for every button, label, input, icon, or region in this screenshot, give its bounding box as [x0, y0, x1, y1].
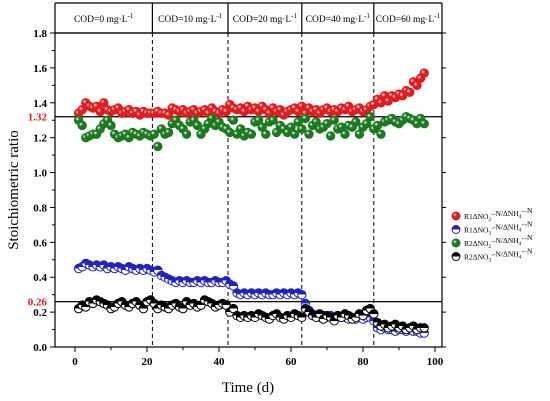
data-point — [106, 120, 116, 131]
x-tick-label: 100 — [427, 356, 444, 368]
data-point — [325, 131, 336, 141]
data-point — [419, 68, 429, 78]
data-point — [181, 129, 192, 139]
x-tick-label: 20 — [142, 356, 154, 368]
y-tick-label: 0.0 — [33, 342, 47, 354]
y-axis-title: Stoichiometric ratio — [6, 130, 22, 250]
y-tick-label: 1.6 — [33, 63, 47, 75]
data-point — [369, 309, 379, 319]
y-tick-label: 0.6 — [33, 237, 47, 249]
data-point — [153, 141, 163, 152]
phase-label: COD=20 mg·L-1 — [233, 12, 298, 25]
phase-label: COD=0 mg·L-1 — [74, 12, 134, 25]
data-point — [149, 129, 159, 139]
phase-label: COD=10 mg·L-1 — [158, 12, 223, 25]
y-tick-label: 1.2 — [33, 133, 47, 145]
legend: R1ΔNO2--N/ΔNH4+-NR1ΔNO3--N/ΔNH4+-NR2ΔNO2… — [451, 206, 533, 264]
data-point — [228, 115, 239, 125]
data-point — [289, 129, 300, 139]
y-tick-label: 1.4 — [33, 98, 47, 110]
data-point — [376, 129, 386, 139]
data-point — [163, 127, 174, 138]
data-point — [297, 289, 307, 300]
series-group — [73, 68, 429, 120]
x-tick-label: 0 — [72, 356, 78, 368]
reference-line-label: 1.32 — [28, 112, 48, 124]
legend-label: R2ΔNO3--N/ΔNH4+-N — [464, 247, 533, 264]
data-point — [329, 115, 339, 125]
legend-label: R2ΔNO2--N/ΔNH4+-N — [464, 233, 533, 250]
y-tick-label: 1.0 — [33, 168, 47, 180]
data-point — [351, 117, 361, 127]
data-point — [268, 115, 278, 125]
data-series — [73, 68, 429, 338]
data-point — [304, 129, 314, 139]
data-point — [246, 129, 257, 139]
reference-line-label: 0.26 — [28, 297, 48, 309]
y-tick-label: 0.8 — [33, 202, 47, 214]
legend-marker — [451, 225, 461, 234]
data-point — [261, 129, 271, 139]
legend-marker — [451, 238, 461, 248]
phase-label: COD=40 mg·L-1 — [306, 12, 371, 25]
plot-background — [55, 33, 442, 347]
x-axis-title: Time (d) — [222, 380, 274, 396]
data-point — [340, 129, 350, 139]
data-point — [297, 124, 307, 134]
data-point — [419, 119, 429, 129]
series-group — [73, 112, 429, 152]
legend-marker — [451, 252, 461, 261]
legend-label: R1ΔNO2--N/ΔNH4+-N — [464, 206, 533, 223]
data-point — [300, 113, 311, 124]
x-tick-label: 80 — [358, 356, 370, 368]
data-point — [77, 120, 87, 131]
legend-marker — [451, 211, 461, 221]
series-group — [73, 295, 429, 335]
x-tick-label: 40 — [214, 356, 226, 368]
phase-label: COD=60 mg·L-1 — [376, 12, 441, 25]
y-tick-label: 1.8 — [33, 28, 47, 40]
data-point — [405, 87, 415, 98]
y-tick-label: 0.4 — [33, 272, 47, 284]
data-point — [365, 112, 375, 122]
data-point — [419, 323, 429, 333]
y-tick-label: 0.2 — [33, 307, 47, 319]
axes: 0.0 0.2 0.4 0.6 0.8 1.0 1.2 1.4 1.6 1.8 0 20 40 60 80 1… — [33, 28, 446, 368]
data-point — [297, 312, 307, 323]
legend-label: R1ΔNO3--N/ΔNH4+-N — [464, 220, 533, 237]
x-tick-label: 60 — [286, 356, 298, 368]
